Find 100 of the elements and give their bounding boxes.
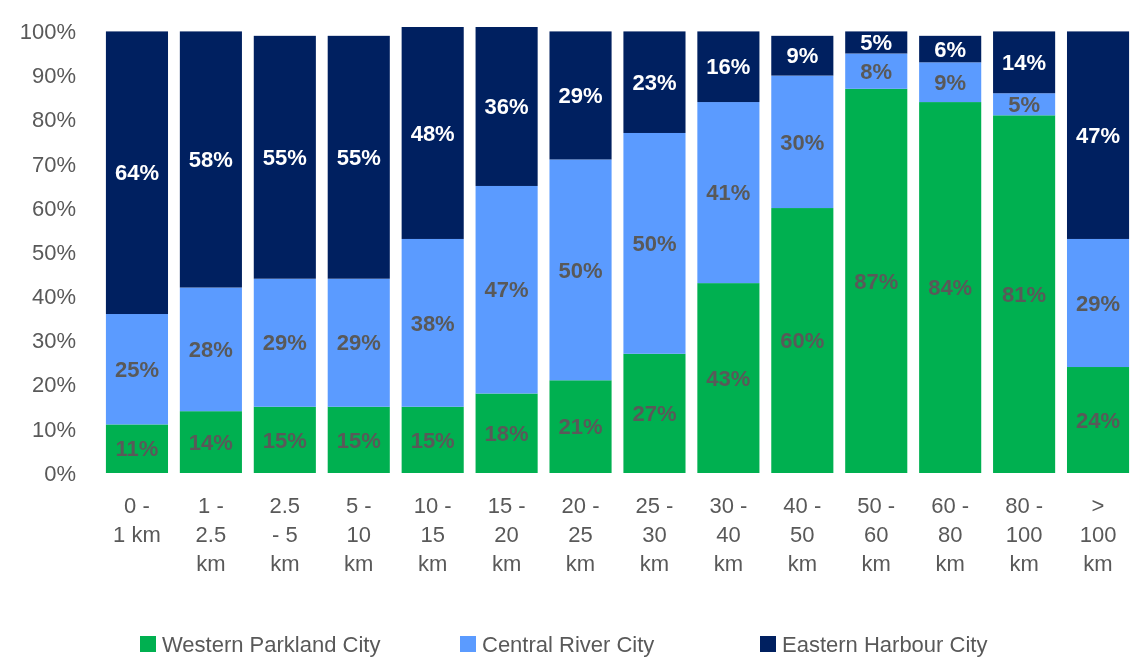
- x-tick-label: 50 - 60 km: [857, 493, 896, 576]
- legend-label: Western Parkland City: [162, 631, 381, 657]
- data-label: 23%: [632, 69, 677, 95]
- bar: [549, 159, 612, 381]
- bar: [179, 287, 242, 412]
- data-label: 58%: [188, 147, 233, 173]
- bar: [105, 314, 169, 425]
- data-label: 29%: [1076, 290, 1121, 316]
- bar: [253, 278, 316, 407]
- data-label: 5%: [860, 30, 893, 56]
- bar: [919, 102, 982, 473]
- bar: [401, 238, 464, 407]
- bar: [697, 31, 760, 103]
- bar: [623, 353, 686, 473]
- data-label: 47%: [484, 277, 529, 303]
- data-label: 25%: [114, 356, 159, 382]
- bar: [549, 31, 612, 160]
- data-label: 43%: [706, 365, 751, 391]
- bar: [475, 27, 538, 186]
- data-label: 30%: [780, 129, 825, 155]
- bar: [475, 185, 538, 394]
- x-tick-label: 0 - 1 km: [113, 493, 161, 547]
- x-tick-label: 60 - 80 km: [931, 493, 970, 576]
- y-tick-label: 80%: [31, 107, 76, 133]
- bar: [105, 31, 169, 315]
- data-label: 18%: [484, 420, 529, 446]
- data-label: 47%: [1076, 122, 1121, 148]
- data-label: 64%: [114, 160, 159, 186]
- bar: [475, 393, 538, 473]
- bar: [623, 132, 686, 354]
- y-tick-label: 40%: [31, 284, 76, 310]
- data-label: 15%: [410, 427, 455, 453]
- y-tick-label: 90%: [31, 63, 76, 89]
- data-label: 60%: [780, 328, 825, 354]
- data-label: 87%: [854, 268, 899, 294]
- bar: [1066, 238, 1130, 368]
- y-tick-label: 10%: [31, 416, 76, 442]
- data-label: 84%: [928, 275, 973, 301]
- bar: [327, 35, 390, 279]
- x-tick-label: 2.5 - 5 km: [269, 493, 301, 576]
- data-label: 48%: [410, 120, 455, 146]
- bar: [401, 406, 464, 473]
- data-label: 29%: [262, 330, 307, 356]
- bar: [327, 406, 390, 473]
- bar: [179, 411, 242, 473]
- data-label: 41%: [706, 180, 751, 206]
- y-tick-label: 30%: [31, 328, 76, 354]
- legend-label: Central River City: [482, 631, 655, 657]
- data-label: 28%: [188, 337, 233, 363]
- bar: [1066, 31, 1130, 239]
- data-label: 11%: [115, 436, 159, 462]
- x-tick-label: > 100 km: [1079, 493, 1117, 576]
- bar: [327, 278, 390, 407]
- x-tick-label: 20 - 25 km: [561, 493, 600, 576]
- data-label: 15%: [336, 427, 381, 453]
- data-label: 50%: [558, 257, 603, 283]
- x-tick-label: 80 - 100 km: [1005, 493, 1044, 576]
- data-label: 27%: [632, 401, 677, 427]
- bar: [697, 102, 760, 284]
- y-tick-label: 0%: [44, 460, 76, 486]
- bar: [993, 31, 1056, 94]
- x-tick-label: 30 - 40 km: [709, 493, 748, 576]
- y-tick-label: 70%: [31, 151, 76, 177]
- data-label: 6%: [934, 36, 967, 62]
- legend-label: Eastern Harbour City: [782, 631, 988, 657]
- data-label: 50%: [632, 231, 677, 257]
- x-tick-label: 5 - 10 km: [344, 493, 374, 576]
- y-tick-label: 100%: [19, 19, 76, 45]
- x-tick-label: 10 - 15 km: [413, 493, 452, 576]
- x-tick-label: 1 - 2.5 km: [195, 493, 227, 576]
- bar: [993, 115, 1056, 473]
- data-label: 24%: [1076, 407, 1121, 433]
- data-label: 55%: [336, 144, 381, 170]
- data-label: 14%: [188, 429, 233, 455]
- data-label: 9%: [786, 43, 819, 69]
- data-label: 14%: [1002, 50, 1047, 76]
- data-label: 5%: [1008, 91, 1041, 117]
- bar: [1066, 367, 1130, 473]
- x-tick-label: 40 - 50 km: [783, 493, 822, 576]
- bar: [549, 380, 612, 473]
- bar: [845, 88, 908, 473]
- data-label: 9%: [934, 69, 967, 95]
- data-label: 29%: [558, 83, 603, 109]
- y-tick-label: 60%: [31, 195, 76, 221]
- data-label: 21%: [558, 414, 603, 440]
- data-label: 8%: [860, 58, 893, 84]
- data-label: 16%: [706, 54, 751, 80]
- bar: [179, 31, 242, 288]
- x-tick-label: 15 - 20 km: [487, 493, 526, 576]
- data-label: 81%: [1002, 281, 1047, 307]
- data-label: 15%: [262, 427, 307, 453]
- bar: [253, 406, 316, 473]
- data-label: 36%: [484, 94, 529, 120]
- bar: [253, 35, 316, 279]
- bar: [771, 208, 834, 473]
- bar: [401, 27, 464, 239]
- y-tick-label: 50%: [31, 239, 76, 265]
- bar: [697, 283, 760, 473]
- data-label: 55%: [262, 144, 307, 170]
- y-tick-label: 20%: [31, 372, 76, 398]
